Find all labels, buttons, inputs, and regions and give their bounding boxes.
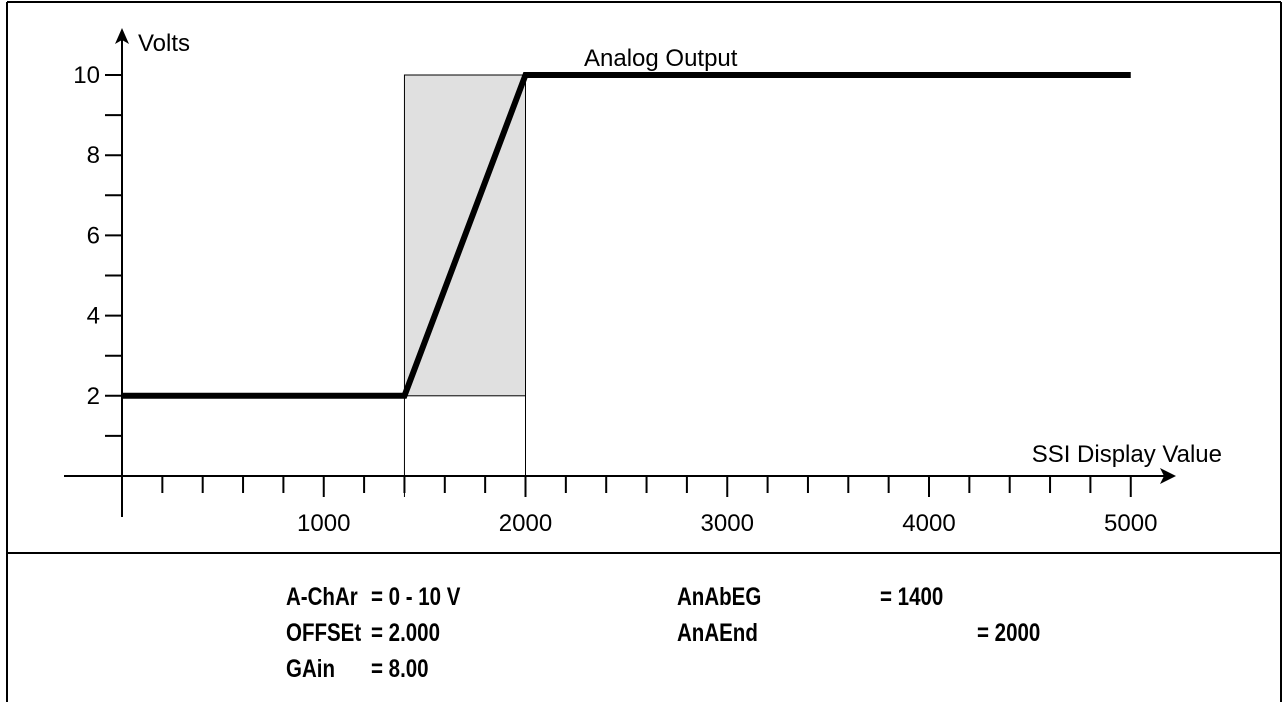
x-tick-label-3000: 3000: [701, 510, 754, 537]
analog-output-chart: 1000 2000 3000 4000 5000 2 4 6 8 10 Volts SSI Di…: [64, 28, 1222, 537]
series-label: Analog Output: [584, 45, 738, 72]
anaend-label: AnAEnd: [677, 619, 758, 647]
x-axis-label: SSI Display Value: [1032, 441, 1222, 468]
y-tick-label-2: 2: [87, 383, 100, 410]
a-char-value: = 0 - 10 V: [371, 583, 461, 611]
y-tick-labels: 2 4 6 8 10: [73, 62, 100, 410]
y-tick-label-6: 6: [87, 222, 100, 249]
x-minor-ticks: [161, 476, 1132, 497]
anaend-value: = 2000: [977, 619, 1041, 647]
x-tick-label-1000: 1000: [297, 510, 350, 537]
x-tick-label-5000: 5000: [1104, 510, 1157, 537]
y-tick-label-4: 4: [87, 303, 100, 330]
analog-output-line: [122, 72, 1131, 399]
x-tick-label-4000: 4000: [902, 510, 955, 537]
gain-label: GAin: [286, 655, 335, 683]
x-tick-labels: 1000 2000 3000 4000 5000: [297, 510, 1157, 537]
x-axis-arrow-icon: [1160, 468, 1176, 484]
gain-value: = 8.00: [371, 655, 429, 683]
a-char-label: A-ChAr: [286, 583, 358, 611]
y-tick-label-10: 10: [73, 62, 100, 89]
offset-label: OFFSEt: [286, 619, 362, 647]
anabeg-value: = 1400: [880, 583, 944, 611]
x-tick-label-2000: 2000: [499, 510, 552, 537]
y-axis-arrow-icon: [115, 28, 129, 44]
anabeg-label: AnAbEG: [677, 583, 762, 611]
y-tick-label-8: 8: [87, 142, 100, 169]
y-minor-ticks: [105, 74, 122, 437]
y-axis-label: Volts: [138, 30, 190, 57]
offset-value: = 2.000: [371, 619, 440, 647]
